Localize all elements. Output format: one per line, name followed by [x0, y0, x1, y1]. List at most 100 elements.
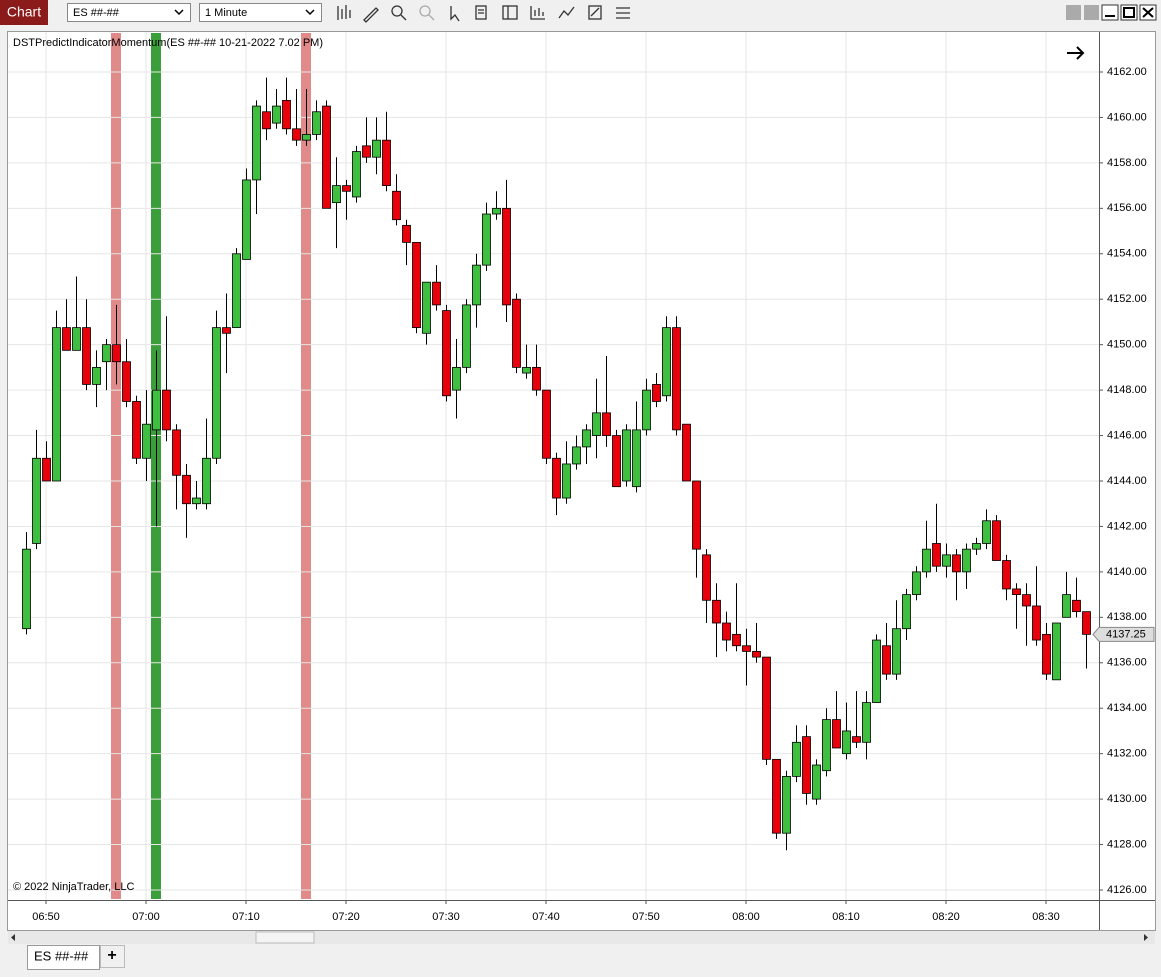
chart-tab-label[interactable] [0, 0, 48, 25]
candle-body [82, 327, 91, 385]
candle-body [212, 327, 221, 459]
candle-body [1002, 560, 1011, 590]
tab-label: ES ##-## [34, 948, 89, 963]
candle-body [982, 520, 991, 544]
candle-body [1022, 594, 1031, 607]
candle-body [462, 304, 471, 368]
candle-body [472, 264, 481, 306]
x-tick-label: 07:20 [332, 911, 360, 923]
scrollbar[interactable] [8, 931, 1155, 944]
candle-body [952, 554, 961, 573]
x-tick-label: 07:50 [632, 911, 660, 923]
candle-body [752, 651, 761, 658]
candle-body [1062, 594, 1071, 618]
x-tick-label: 08:00 [732, 911, 760, 923]
candle-body [652, 384, 661, 402]
candle-body [872, 639, 881, 703]
candle-body [642, 389, 651, 431]
y-tick-label: 4152.00 [1107, 293, 1147, 305]
candle-body [772, 758, 781, 834]
candle-body [692, 480, 701, 550]
y-tick-label: 4132.00 [1107, 748, 1147, 760]
tab[interactable] [27, 945, 100, 970]
candle-body [1082, 611, 1091, 635]
candle-body [1012, 588, 1021, 596]
candle-body [992, 520, 1001, 561]
candle-body [62, 327, 71, 351]
candle-body [322, 105, 331, 209]
candle-body [742, 645, 751, 652]
window-buttons[interactable] [1066, 4, 1157, 21]
candle-body [522, 366, 531, 374]
candle-body [242, 179, 251, 260]
candle-body [402, 224, 411, 243]
arrow-icon[interactable] [1067, 46, 1085, 60]
candle-body [1032, 605, 1041, 641]
y-tick-label: 4136.00 [1107, 657, 1147, 669]
last-price-marker [1092, 626, 1155, 642]
candle-body [412, 242, 421, 329]
candle-body [842, 730, 851, 755]
candle-body [912, 571, 921, 596]
candle-body [922, 548, 931, 573]
candle-body [342, 185, 351, 192]
x-tick-label: 08:20 [932, 911, 960, 923]
candle-body [682, 423, 691, 482]
candle-body [142, 423, 151, 459]
add-tab-button[interactable] [100, 945, 125, 968]
y-tick-label: 4160.00 [1107, 111, 1147, 123]
scroll-thumb[interactable] [255, 931, 315, 944]
candle-body [32, 457, 41, 544]
candle-body [862, 702, 871, 743]
copyright: © 2022 NinjaTrader, LLC [13, 881, 134, 893]
candle-body [152, 389, 161, 431]
candle-body [222, 327, 231, 334]
candle-body [942, 554, 951, 567]
candle-body [1072, 599, 1081, 613]
toolbar-icons[interactable] [337, 5, 630, 23]
candle-body [352, 151, 361, 198]
candle-body [832, 719, 841, 749]
candle-body [732, 633, 741, 647]
add-tab-label: + [107, 947, 116, 964]
instrument-select[interactable] [67, 3, 191, 22]
y-tick-label: 4142.00 [1107, 520, 1147, 532]
candle-body [702, 554, 711, 601]
candle-body [782, 775, 791, 834]
candle-body [102, 344, 111, 363]
candle-body [312, 111, 321, 135]
candle-body [112, 344, 121, 363]
candle-body [282, 99, 291, 130]
candle-body [532, 366, 541, 391]
candle-body [262, 111, 271, 130]
candle-body [1042, 633, 1051, 675]
candle-body [602, 412, 611, 436]
x-tick-label: 07:10 [232, 911, 260, 923]
interval-select[interactable] [199, 3, 322, 22]
candle-body [582, 429, 591, 448]
x-tick-label: 07:30 [432, 911, 460, 923]
candle-body [802, 736, 811, 794]
candle-body [292, 128, 301, 141]
candle-body [202, 457, 211, 505]
candle-body [712, 599, 721, 624]
candle-body [512, 298, 521, 368]
x-tick-label: 08:10 [832, 911, 860, 923]
plot-area [8, 32, 1103, 904]
candle-body [272, 105, 281, 124]
candle-body [562, 463, 571, 499]
candle-body [132, 401, 141, 459]
candle-body [762, 656, 771, 760]
x-tick-label: 07:40 [532, 911, 560, 923]
candle-body [452, 366, 461, 391]
candle-body [572, 446, 581, 465]
y-tick-label: 4144.00 [1107, 475, 1147, 487]
candle-body [42, 457, 51, 482]
candle-body [962, 548, 971, 573]
highlight-band [301, 33, 311, 899]
y-tick-label: 4148.00 [1107, 384, 1147, 396]
chart-title: DSTPredictIndicatorMomentum(ES ##-## 10-… [13, 37, 323, 49]
candle-body [882, 645, 891, 675]
candle-body [182, 474, 191, 505]
